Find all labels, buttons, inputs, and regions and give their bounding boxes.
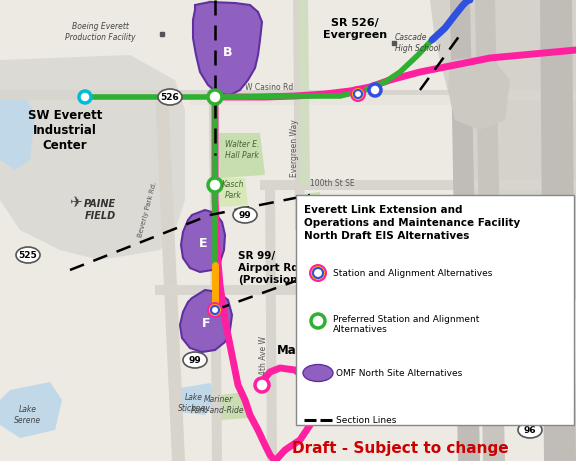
Text: Lake
Serene: Lake Serene [14, 405, 41, 425]
Polygon shape [190, 95, 450, 105]
FancyBboxPatch shape [296, 195, 574, 425]
Circle shape [79, 91, 91, 103]
Text: McCollum
Park: McCollum Park [403, 373, 441, 393]
Text: 525: 525 [18, 250, 37, 260]
Polygon shape [298, 0, 310, 185]
Polygon shape [0, 95, 35, 170]
Polygon shape [220, 392, 248, 420]
Circle shape [309, 264, 327, 282]
Ellipse shape [183, 352, 207, 368]
Circle shape [311, 266, 325, 280]
Text: Preferred Station and Alignment
Alternatives: Preferred Station and Alignment Alternat… [333, 315, 479, 334]
Polygon shape [155, 90, 185, 461]
Circle shape [313, 268, 323, 278]
Ellipse shape [16, 247, 40, 263]
Circle shape [209, 304, 221, 316]
Text: Mariner
Park-and-Ride: Mariner Park-and-Ride [191, 395, 245, 415]
Polygon shape [260, 180, 576, 190]
Text: 99: 99 [238, 211, 251, 219]
Circle shape [208, 90, 222, 104]
Circle shape [255, 378, 269, 392]
Ellipse shape [158, 89, 182, 105]
Circle shape [369, 84, 381, 96]
Text: Evergreen Way: Evergreen Way [290, 119, 299, 177]
Polygon shape [218, 133, 265, 178]
Polygon shape [0, 90, 576, 100]
Text: E: E [199, 236, 207, 249]
Polygon shape [180, 290, 232, 352]
Circle shape [311, 314, 325, 328]
Text: Cascade
High School: Cascade High School [395, 33, 441, 53]
Text: Walter E.
Hall Park: Walter E. Hall Park [225, 140, 259, 160]
Ellipse shape [518, 422, 542, 438]
Text: Kasch
Park: Kasch Park [222, 180, 244, 200]
Text: 4th Ave W: 4th Ave W [259, 336, 267, 374]
Polygon shape [558, 0, 576, 461]
Polygon shape [295, 192, 322, 232]
Text: 100th St SE: 100th St SE [310, 178, 355, 188]
Text: ✈: ✈ [69, 195, 81, 211]
Ellipse shape [303, 365, 333, 382]
Polygon shape [193, 2, 262, 95]
Text: Lake
Stickney: Lake Stickney [177, 393, 210, 413]
Text: F: F [202, 317, 210, 330]
Text: Draft - Subject to change: Draft - Subject to change [291, 441, 508, 455]
Text: Station and Alignment Alternatives: Station and Alignment Alternatives [333, 268, 492, 278]
Polygon shape [430, 0, 576, 300]
Polygon shape [178, 383, 218, 415]
Text: SR 99/
Airport Rd
(Provisional): SR 99/ Airport Rd (Provisional) [238, 251, 313, 284]
Text: SW Everett
Industrial
Center: SW Everett Industrial Center [28, 108, 102, 152]
Circle shape [354, 90, 362, 98]
Polygon shape [208, 0, 222, 461]
Polygon shape [540, 0, 565, 461]
Text: 96: 96 [524, 426, 536, 435]
Text: Mariner: Mariner [277, 343, 329, 356]
Circle shape [207, 302, 223, 318]
Polygon shape [293, 0, 305, 230]
Polygon shape [475, 0, 505, 461]
Text: Boeing Everett
Production Facility: Boeing Everett Production Facility [65, 22, 135, 41]
Text: Section Lines: Section Lines [336, 415, 396, 425]
Text: SR 526/
Evergreen: SR 526/ Evergreen [323, 18, 387, 40]
Polygon shape [265, 185, 277, 461]
Ellipse shape [233, 207, 257, 223]
Polygon shape [181, 210, 225, 272]
Polygon shape [218, 178, 248, 207]
Circle shape [211, 306, 219, 314]
Polygon shape [448, 55, 510, 130]
Text: B: B [223, 46, 233, 59]
Circle shape [350, 86, 366, 102]
Polygon shape [0, 382, 62, 438]
Polygon shape [450, 0, 480, 461]
Polygon shape [155, 285, 576, 295]
Text: 99: 99 [188, 355, 202, 365]
Polygon shape [390, 350, 460, 415]
Text: PAINE
FIELD: PAINE FIELD [84, 199, 116, 221]
Polygon shape [0, 55, 185, 260]
Text: Beverly Park Rd.: Beverly Park Rd. [138, 182, 158, 238]
Text: W Casino Rd: W Casino Rd [245, 83, 293, 93]
Text: OMF North Site Alternatives: OMF North Site Alternatives [336, 368, 463, 378]
Circle shape [208, 178, 222, 192]
Text: Everett Link Extension and
Operations and Maintenance Facility
North Draft EIS A: Everett Link Extension and Operations an… [304, 205, 520, 241]
Circle shape [352, 88, 364, 100]
Text: 526: 526 [161, 93, 179, 101]
